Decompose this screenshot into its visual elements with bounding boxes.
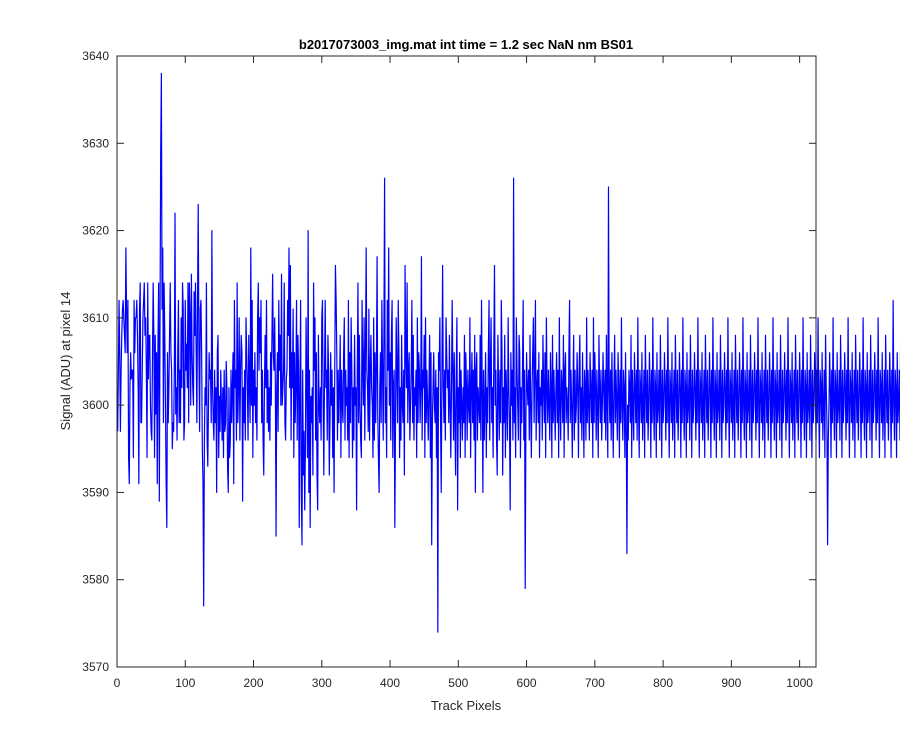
x-tick-label: 700 xyxy=(585,676,605,690)
x-axis-label: Track Pixels xyxy=(431,698,502,713)
x-tick-label: 600 xyxy=(517,676,537,690)
y-tick-label: 3610 xyxy=(82,311,109,325)
series-line-1 xyxy=(117,72,900,633)
x-tick-label: 500 xyxy=(448,676,468,690)
x-tick-label: 800 xyxy=(653,676,673,690)
y-tick-label: 3570 xyxy=(82,660,109,674)
y-tick-label: 3630 xyxy=(82,136,109,150)
x-tick-label: 400 xyxy=(380,676,400,690)
x-tick-label: 200 xyxy=(244,676,264,690)
x-tick-label: 100 xyxy=(175,676,195,690)
y-tick-label: 3580 xyxy=(82,573,109,587)
y-tick-label: 3590 xyxy=(82,485,109,499)
y-tick-label: 3620 xyxy=(82,224,109,238)
x-tick-label: 900 xyxy=(721,676,741,690)
y-axis-label: Signal (ADU) at pixel 14 xyxy=(58,292,73,431)
axes-box xyxy=(116,55,817,668)
series-layer xyxy=(117,72,900,633)
y-tick-label: 3640 xyxy=(82,49,109,63)
chart-title: b2017073003_img.mat int time = 1.2 sec N… xyxy=(299,37,633,52)
x-axis: 0 100 200 300 400 500 600 700 800 900 1000 xyxy=(114,56,813,690)
x-tick-label: 300 xyxy=(312,676,332,690)
x-tick-label: 1000 xyxy=(786,676,813,690)
x-tick-label: 0 xyxy=(114,676,121,690)
y-tick-label: 3600 xyxy=(82,398,109,412)
y-axis: 3570 3580 3590 3600 3610 3620 3630 3640 xyxy=(82,49,816,674)
